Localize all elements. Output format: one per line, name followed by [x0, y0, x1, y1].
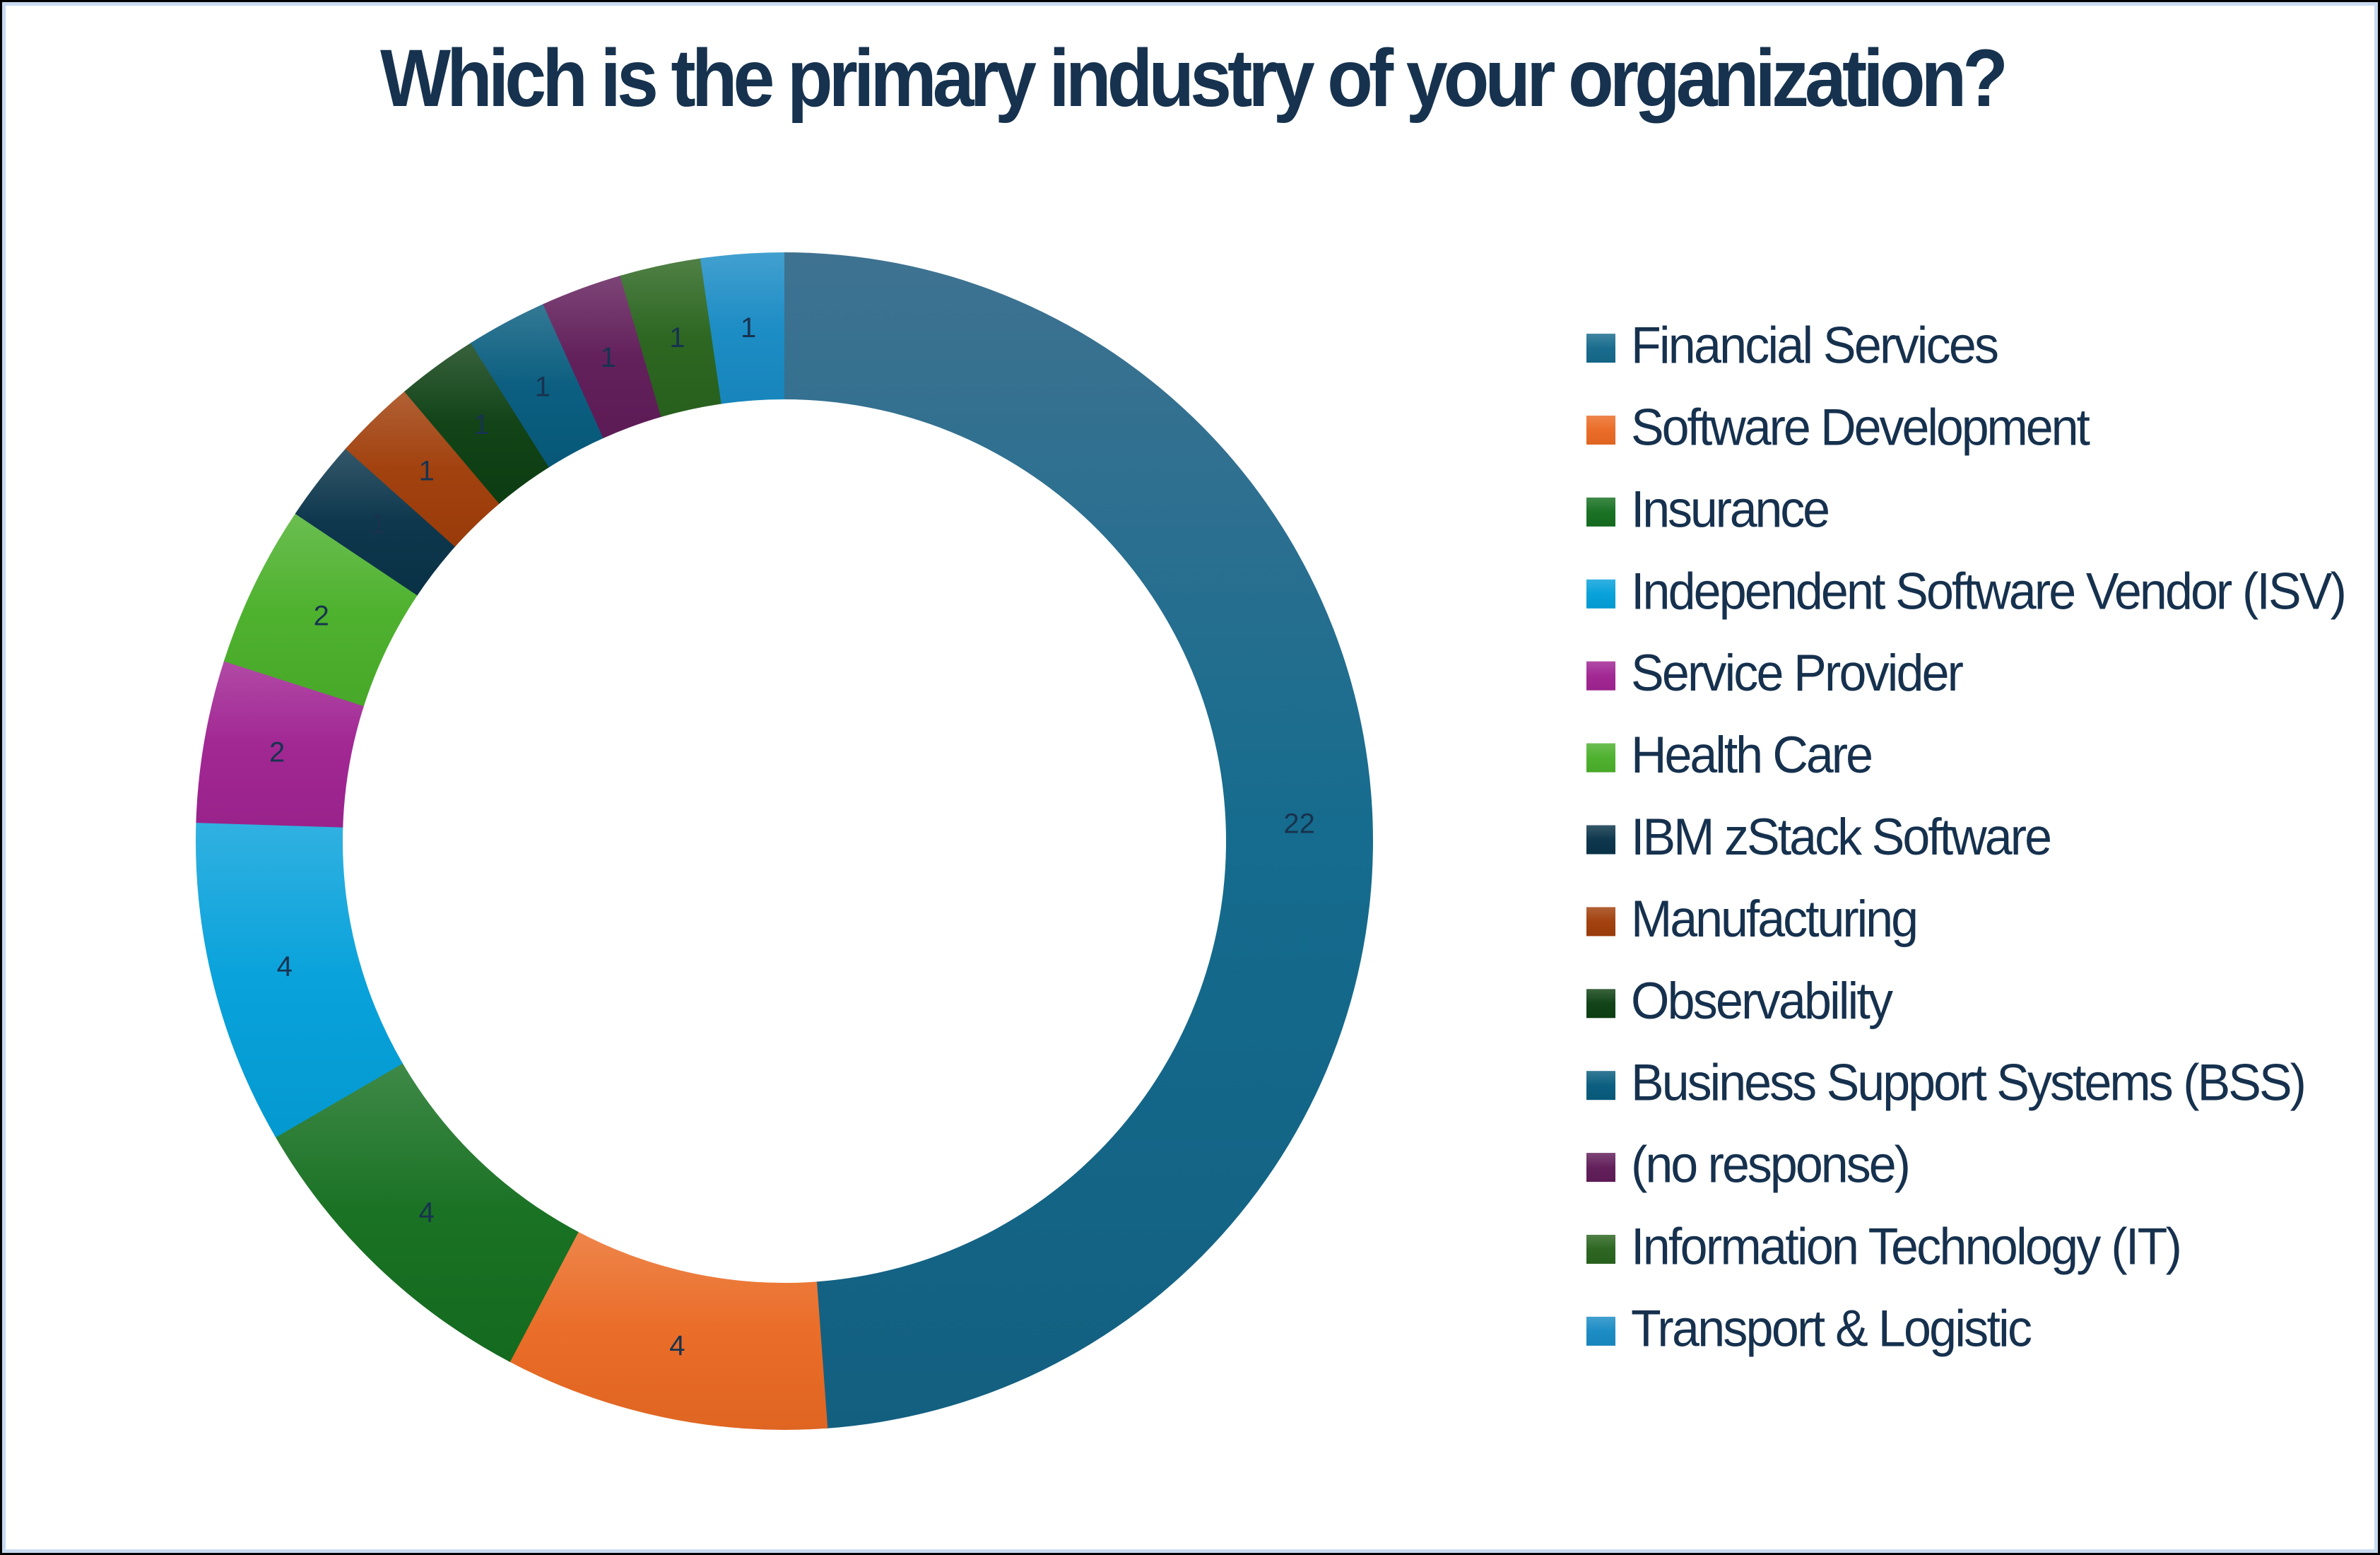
svg-text:1: 1 [370, 509, 386, 540]
svg-text:Which is the primary industry: Which is the primary industry of your or… [380, 33, 2008, 124]
svg-text:Manufacturing: Manufacturing [1631, 891, 1919, 949]
svg-text:1: 1 [601, 342, 616, 373]
svg-text:Service Provider: Service Provider [1631, 645, 1964, 703]
svg-text:1: 1 [535, 371, 550, 402]
svg-text:Information Technology (IT): Information Technology (IT) [1631, 1218, 2182, 1276]
svg-text:Financial Services: Financial Services [1631, 317, 1999, 375]
svg-text:1: 1 [669, 322, 685, 353]
svg-text:4: 4 [418, 1197, 434, 1228]
svg-text:Health Care: Health Care [1631, 727, 1873, 785]
svg-text:4: 4 [669, 1330, 685, 1361]
svg-text:Observability: Observability [1631, 972, 1893, 1030]
svg-text:Independent Software Vendor (I: Independent Software Vendor (ISV) [1631, 563, 2347, 621]
svg-text:2: 2 [314, 600, 329, 631]
svg-text:IBM zStack Software: IBM zStack Software [1631, 809, 2052, 867]
svg-text:2: 2 [269, 737, 285, 768]
svg-text:Transport & Logistic: Transport & Logistic [1631, 1300, 2032, 1358]
svg-text:Insurance: Insurance [1631, 481, 1830, 539]
svg-text:1: 1 [418, 456, 434, 487]
svg-text:Business Support Systems (BSS): Business Support Systems (BSS) [1631, 1054, 2307, 1112]
svg-text:(no response): (no response) [1631, 1136, 1911, 1194]
svg-text:1: 1 [741, 312, 756, 344]
svg-text:1: 1 [473, 409, 489, 440]
svg-text:4: 4 [277, 951, 293, 982]
svg-text:22: 22 [1283, 809, 1315, 840]
svg-text:Software Development: Software Development [1631, 399, 2090, 457]
